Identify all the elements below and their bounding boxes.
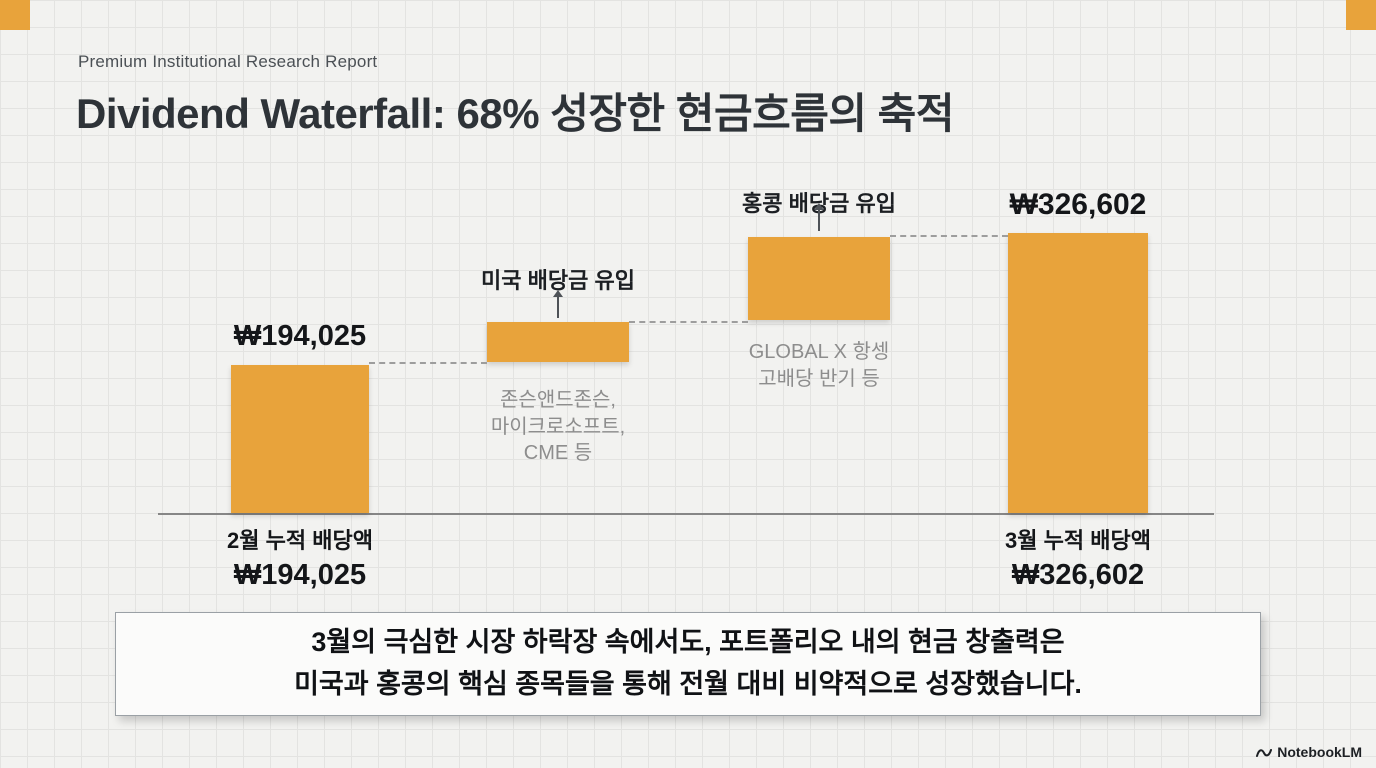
summary-callout: 3월의 극심한 시장 하락장 속에서도, 포트폴리오 내의 현금 창출력은 미국…	[115, 612, 1261, 716]
accent-square-top-right	[1346, 0, 1376, 30]
x-axis-line	[158, 513, 1214, 515]
mar-total-value-label: ₩326,602	[1009, 188, 1147, 221]
callout-line-2: 미국과 홍콩의 핵심 종목들을 통해 전월 대비 비약적으로 성장했습니다.	[294, 669, 1082, 699]
us-dividend-note: 존슨앤드존슨, 마이크로소프트, CME 등	[438, 387, 678, 467]
dashed-connector-3	[890, 235, 1008, 237]
notebooklm-icon	[1256, 746, 1273, 758]
bar-hk-dividend	[748, 237, 890, 320]
bar-mar-total	[1008, 233, 1148, 513]
dashed-connector-1	[369, 362, 487, 364]
feb-total-value-label: ₩194,025	[233, 320, 367, 352]
notebooklm-logo: NotebookLM	[1256, 744, 1362, 760]
feb-axis-category: 2월 누적 배당액	[227, 528, 373, 553]
hk-dividend-note: GLOBAL X 항셍 고배당 반기 등	[699, 339, 939, 392]
note-line: CME 등	[523, 442, 593, 465]
note-line: 마이크로소프트,	[490, 415, 626, 438]
arrow-up-icon	[814, 203, 824, 231]
us-dividend-inflow-label: 미국 배당금 유입	[481, 268, 635, 293]
arrow-up-icon	[553, 290, 563, 318]
feb-axis-group: 2월 누적 배당액 ₩194,025	[170, 523, 430, 592]
dashed-connector-2	[629, 321, 748, 323]
callout-line-1: 3월의 극심한 시장 하락장 속에서도, 포트폴리오 내의 현금 창출력은	[311, 627, 1065, 658]
mar-axis-group: 3월 누적 배당액 ₩326,602	[948, 523, 1208, 592]
note-line: GLOBAL X 항셍	[748, 341, 890, 363]
report-eyebrow: Premium Institutional Research Report	[78, 52, 378, 71]
bar-us-dividend	[487, 322, 629, 362]
notebooklm-brand-text: NotebookLM	[1277, 744, 1362, 760]
accent-square-top-left	[0, 0, 30, 30]
note-line: 고배당 반기 등	[758, 367, 880, 390]
bar-feb-total	[231, 365, 369, 513]
feb-axis-value: ₩194,025	[233, 559, 367, 591]
mar-axis-value: ₩326,602	[1011, 559, 1145, 591]
mar-axis-category: 3월 누적 배당액	[1005, 528, 1151, 553]
note-line: 존슨앤드존슨,	[500, 389, 616, 411]
page-title: Dividend Waterfall: 68% 성장한 현금흐름의 축적	[76, 90, 954, 137]
